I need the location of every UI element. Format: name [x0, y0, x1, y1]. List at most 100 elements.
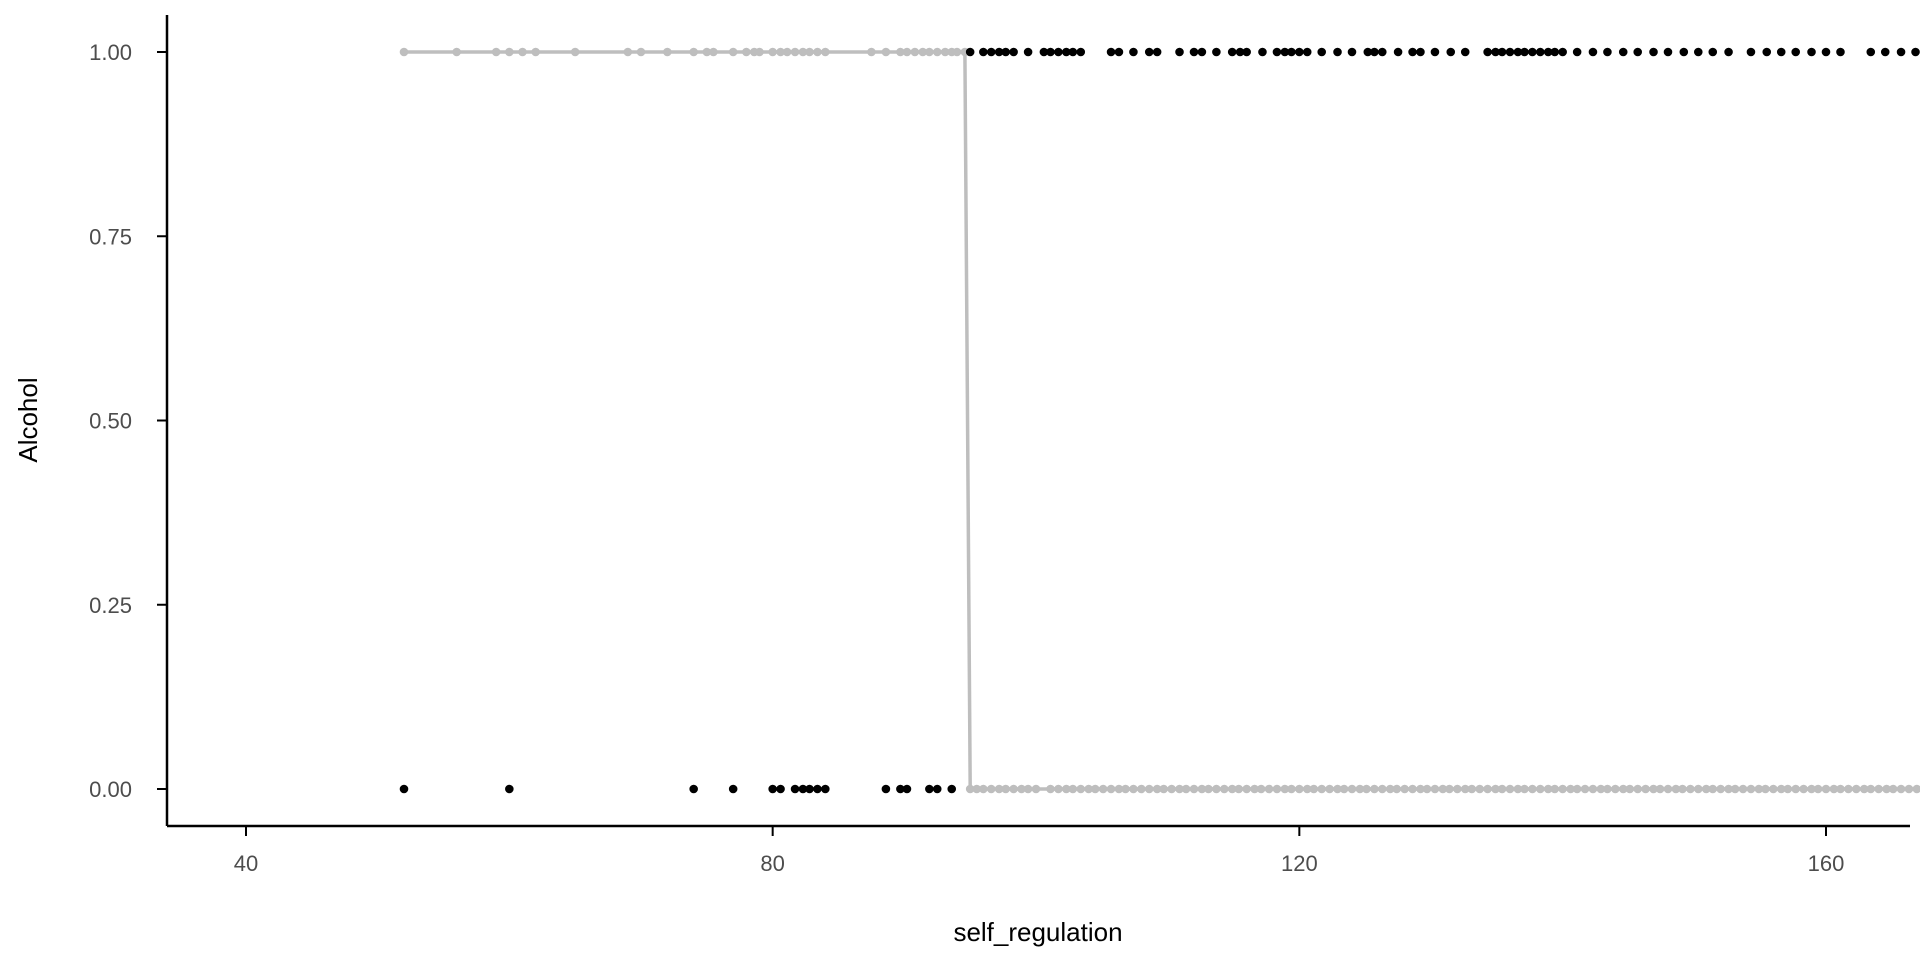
- data-point: [1189, 47, 1199, 57]
- fitted-point: [1068, 784, 1078, 794]
- data-point: [1807, 47, 1816, 57]
- fitted-point: [1633, 784, 1643, 794]
- data-point: [1896, 47, 1906, 57]
- fitted-point: [1716, 784, 1725, 794]
- data-point: [1106, 47, 1116, 57]
- fitted-point: [1392, 784, 1402, 794]
- fitted-point: [1888, 784, 1898, 794]
- fitted-point: [1422, 784, 1432, 794]
- data-point: [728, 784, 738, 794]
- fitted-point: [1851, 784, 1861, 794]
- fitted-point: [1618, 784, 1628, 794]
- data-point: [1543, 47, 1553, 57]
- fitted-point: [1558, 784, 1567, 794]
- fitted-point: [452, 47, 461, 57]
- x-tick-label: 120: [1281, 851, 1318, 876]
- fitted-point: [1844, 784, 1853, 794]
- data-point: [1416, 47, 1425, 57]
- data-point: [1039, 47, 1049, 57]
- data-point: [689, 784, 698, 794]
- fitted-point: [1467, 784, 1477, 794]
- fitted-point: [1580, 784, 1590, 794]
- data-point: [1505, 47, 1515, 57]
- fitted-point: [821, 47, 830, 57]
- fitted-point: [1738, 784, 1748, 794]
- data-point: [1633, 47, 1643, 57]
- data-point: [1762, 47, 1772, 57]
- fitted-point: [798, 47, 808, 57]
- data-point: [1572, 47, 1582, 57]
- data-point: [1009, 47, 1018, 57]
- fitted-point: [1076, 784, 1086, 794]
- fitted-point: [1098, 784, 1108, 794]
- data-point: [1144, 47, 1154, 57]
- data-point: [1746, 47, 1756, 57]
- fitted-point: [910, 47, 920, 57]
- fitted-point: [1256, 784, 1266, 794]
- fitted-point: [1550, 784, 1560, 794]
- data-point: [776, 784, 785, 794]
- fitted-point: [1023, 784, 1033, 794]
- fitted-point: [1129, 784, 1138, 794]
- data-point: [1061, 47, 1071, 57]
- data-point: [1679, 47, 1689, 57]
- data-point: [1023, 47, 1033, 57]
- fitted-point: [755, 47, 764, 57]
- fitted-point: [1603, 784, 1612, 794]
- data-point: [1363, 47, 1373, 57]
- data-point: [1430, 47, 1440, 57]
- data-point: [1175, 47, 1184, 57]
- data-point: [1129, 47, 1138, 57]
- fitted-curve-line: [404, 50, 1920, 791]
- fitted-point: [1882, 784, 1891, 794]
- fitted-point: [1046, 784, 1055, 794]
- fitted-point: [1250, 784, 1259, 794]
- fitted-point: [1453, 784, 1462, 794]
- data-point: [1513, 47, 1523, 57]
- data-point: [1258, 47, 1267, 57]
- data-point: [965, 47, 975, 57]
- fitted-point: [702, 47, 712, 57]
- fitted-point: [1611, 784, 1620, 794]
- fitted-point: [742, 47, 751, 57]
- data-point: [1483, 47, 1492, 57]
- data-point: [1603, 47, 1612, 57]
- fitted-point: [1302, 784, 1312, 794]
- fitted-point: [1001, 784, 1011, 794]
- data-point: [505, 784, 514, 794]
- fitted-point: [1686, 784, 1695, 794]
- fitted-point: [1362, 784, 1371, 794]
- fitted-point: [1347, 784, 1357, 794]
- fitted-point: [1159, 784, 1169, 794]
- fitted-point: [1535, 784, 1545, 794]
- data-point: [1836, 47, 1845, 57]
- fitted-point: [1167, 784, 1176, 794]
- y-axis-title: Alcohol: [13, 377, 43, 462]
- fitted-point: [994, 784, 1004, 794]
- fitted-point: [782, 47, 792, 57]
- fitted-point: [1791, 784, 1801, 794]
- data-point: [1054, 47, 1063, 57]
- fitted-point: [1061, 784, 1071, 794]
- fitted-point: [1513, 784, 1523, 794]
- fitted-point: [1821, 784, 1831, 794]
- x-axis-title: self_regulation: [953, 917, 1122, 947]
- fitted-point: [1114, 784, 1124, 794]
- observed-points-series: [399, 47, 1920, 794]
- fitted-point: [1295, 784, 1304, 794]
- fitted-point: [1460, 784, 1470, 794]
- data-point: [1588, 47, 1598, 57]
- fitted-point: [1866, 784, 1876, 794]
- fitted-point: [1724, 784, 1733, 794]
- fitted-point: [1896, 784, 1906, 794]
- data-point: [1497, 47, 1507, 57]
- fitted-point: [932, 47, 942, 57]
- fitted-point: [896, 47, 905, 57]
- y-tick-label: 0.00: [89, 777, 132, 802]
- fitted-point: [1272, 784, 1282, 794]
- fitted-point: [1799, 784, 1808, 794]
- fitted-point: [1663, 784, 1673, 794]
- fitted-point: [1175, 784, 1184, 794]
- y-tick-label: 0.50: [89, 409, 132, 434]
- data-point: [979, 47, 988, 57]
